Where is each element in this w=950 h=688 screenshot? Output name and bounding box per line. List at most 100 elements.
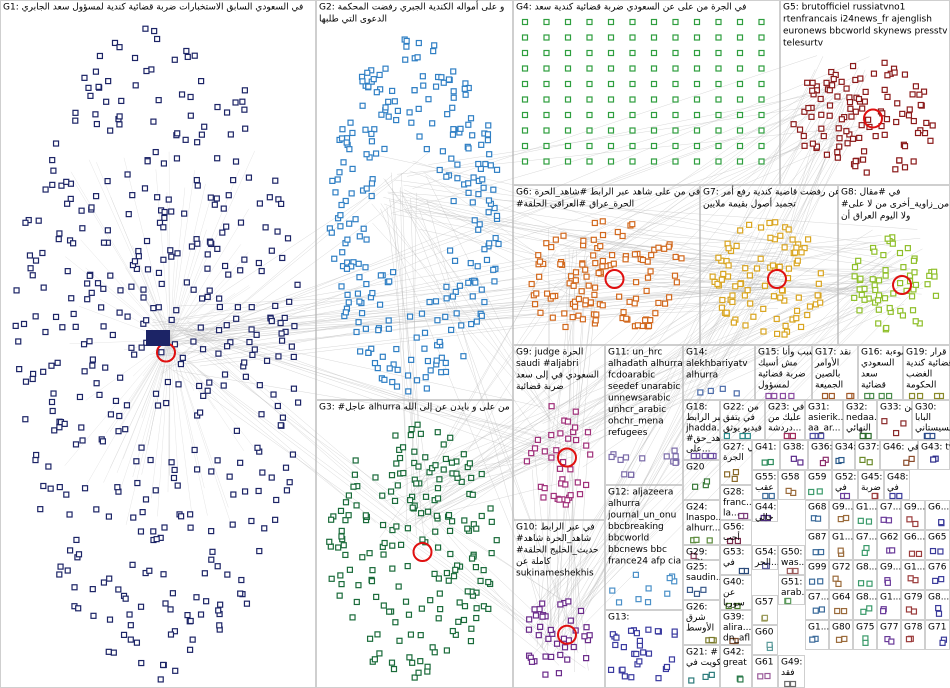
- node: [578, 288, 585, 295]
- group-label: G26:: [686, 603, 707, 613]
- node: [857, 275, 864, 282]
- group-label: #من_زاوية_أخرى من لا على: [841, 198, 949, 210]
- node: [294, 399, 302, 406]
- group-label: nedaa...: [846, 413, 883, 423]
- node: [184, 53, 191, 61]
- group-panel: [829, 530, 853, 560]
- node: [702, 673, 709, 680]
- edge: [380, 208, 565, 659]
- node: [424, 508, 432, 515]
- group-label: G68: [808, 503, 827, 513]
- node: [343, 265, 351, 272]
- node: [22, 219, 29, 226]
- node: [830, 75, 837, 83]
- node: [910, 158, 917, 165]
- node: [457, 125, 464, 132]
- node: [155, 304, 162, 311]
- edge: [399, 303, 905, 527]
- group-label: G17: نقد: [815, 348, 851, 358]
- node: [453, 310, 460, 317]
- node: [392, 619, 399, 626]
- node: [107, 272, 114, 279]
- node: [87, 92, 94, 99]
- node: [875, 320, 882, 327]
- group-label: ضربة قضائية: [516, 382, 564, 392]
- node: [283, 487, 291, 494]
- node: [378, 111, 385, 118]
- node: [206, 287, 213, 294]
- node: [174, 482, 181, 489]
- node: [521, 34, 529, 41]
- node: [628, 674, 635, 681]
- node: [567, 492, 574, 499]
- edge: [160, 283, 876, 367]
- node: [93, 506, 100, 513]
- node: [912, 281, 920, 288]
- node: [467, 638, 475, 645]
- node: [127, 622, 134, 629]
- node: [27, 265, 34, 272]
- group-label: dn_afl: [723, 634, 750, 644]
- node: [368, 192, 375, 200]
- group-label: البابا: [915, 413, 931, 423]
- group-label: أحب: [723, 531, 740, 543]
- node: [523, 458, 531, 465]
- group-panel: [720, 610, 752, 645]
- node: [818, 125, 825, 132]
- node: [715, 127, 722, 134]
- edge: [169, 339, 205, 489]
- node: [678, 255, 685, 262]
- node: [885, 517, 893, 524]
- node: [896, 492, 903, 500]
- node: [479, 176, 486, 183]
- node: [475, 226, 482, 233]
- node: [541, 485, 548, 492]
- node: [368, 138, 376, 145]
- node: [480, 567, 487, 574]
- node: [801, 108, 808, 115]
- node: [233, 315, 240, 322]
- node: [433, 357, 440, 364]
- node: [447, 434, 454, 441]
- node: [758, 158, 765, 165]
- node: [528, 658, 536, 665]
- node: [672, 459, 679, 466]
- node: [453, 470, 460, 477]
- edge: [85, 267, 171, 341]
- edge: [415, 500, 572, 649]
- node: [363, 236, 370, 243]
- node: [154, 402, 162, 409]
- node: [107, 127, 114, 134]
- node: [575, 312, 582, 319]
- group-label: G56:: [723, 523, 744, 533]
- node: [450, 68, 457, 75]
- node: [926, 272, 933, 279]
- node: [742, 265, 749, 272]
- node: [557, 430, 564, 437]
- group-label: G51:: [781, 578, 802, 588]
- node: [855, 95, 863, 103]
- node: [607, 158, 615, 165]
- node: [932, 577, 939, 585]
- edge: [169, 339, 178, 470]
- edge: [576, 95, 834, 456]
- node: [607, 96, 615, 103]
- group-panel: [513, 0, 780, 185]
- group-label: G72: [832, 563, 850, 573]
- node: [746, 221, 753, 228]
- node: [178, 91, 186, 98]
- node: [610, 260, 617, 267]
- node: [135, 247, 142, 255]
- node: [376, 650, 383, 657]
- node: [190, 286, 197, 293]
- node: [620, 644, 627, 651]
- node: [823, 79, 830, 86]
- node: [404, 562, 411, 570]
- node: [663, 453, 670, 460]
- hub-ring: [557, 447, 577, 468]
- node: [336, 592, 343, 599]
- node: [75, 605, 82, 612]
- node: [187, 617, 194, 625]
- node: [417, 658, 424, 665]
- node: [785, 487, 792, 495]
